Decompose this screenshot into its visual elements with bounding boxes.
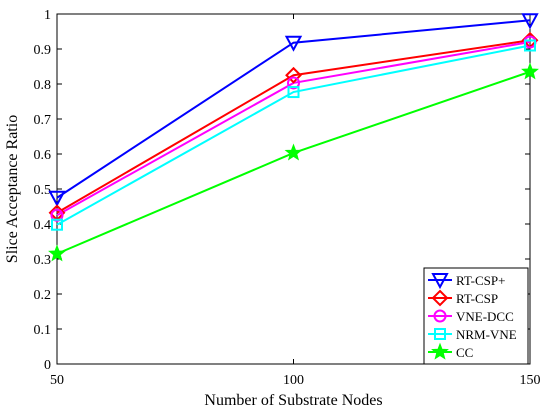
- legend: RT-CSP+ RT-CSP VNE-DCC NRM-VNE CC: [423, 267, 529, 365]
- legend-label: CC: [456, 345, 473, 360]
- x-tick-label: 100: [283, 373, 304, 388]
- series-line-rt-csp: [56, 19, 531, 199]
- x-tick-label: 50: [50, 373, 64, 388]
- legend-item: RT-CSP+: [428, 273, 505, 290]
- y-tick-label: 0.8: [34, 78, 52, 93]
- x-axis-title: Number of Substrate Nodes: [204, 392, 382, 409]
- legend-item: RT-CSP: [428, 289, 498, 307]
- legend-marker: [431, 289, 449, 307]
- data-point-cc: [521, 62, 539, 80]
- legend-marker: [434, 328, 446, 340]
- data-point-rt-csp: [285, 66, 302, 84]
- y-tick-label: 0.2: [34, 288, 52, 303]
- data-point-nrm-vne: [287, 86, 300, 99]
- legend-label: RT-CSP: [456, 291, 498, 306]
- legend-label: VNE-DCC: [456, 309, 514, 324]
- y-tick-label: 0.1: [34, 323, 52, 338]
- data-point-cc: [48, 244, 66, 262]
- y-tick-label: 0.9: [34, 43, 52, 58]
- legend-marker: [433, 309, 447, 323]
- legend-marker: [431, 342, 449, 360]
- data-point-nrm-vne: [524, 39, 536, 52]
- y-tick-label: 0.6: [34, 148, 52, 163]
- legend-item: CC: [428, 342, 473, 360]
- y-axis-title: Slice Acceptance Ratio: [4, 115, 21, 263]
- series-line-rt-csp: [56, 39, 531, 214]
- series-line-nrm-vne: [56, 44, 531, 226]
- data-point-cc: [284, 143, 303, 161]
- series-markers: [48, 13, 539, 262]
- y-tick-label: 0.7: [34, 113, 52, 128]
- data-point-rt-csp: [521, 13, 539, 30]
- y-tick-label: 0: [44, 358, 51, 373]
- legend-marker: [431, 273, 449, 290]
- y-tick-label: 0.5: [34, 183, 52, 198]
- legend-label: RT-CSP+: [456, 273, 505, 288]
- y-tick-label: 0.4: [34, 218, 52, 233]
- legend-label: NRM-VNE: [456, 327, 517, 342]
- data-point-vne-dcc: [287, 76, 300, 90]
- x-tick-label: 150: [520, 373, 541, 388]
- data-point-rt-csp: [284, 35, 303, 52]
- data-point-rt-csp: [48, 190, 66, 207]
- data-point-nrm-vne: [51, 218, 63, 231]
- y-tick-label: 1: [44, 8, 51, 23]
- legend-item: NRM-VNE: [428, 327, 517, 342]
- data-point-vne-dcc: [50, 208, 64, 222]
- y-tick-label: 0.3: [34, 253, 52, 268]
- legend-item: VNE-DCC: [428, 309, 514, 324]
